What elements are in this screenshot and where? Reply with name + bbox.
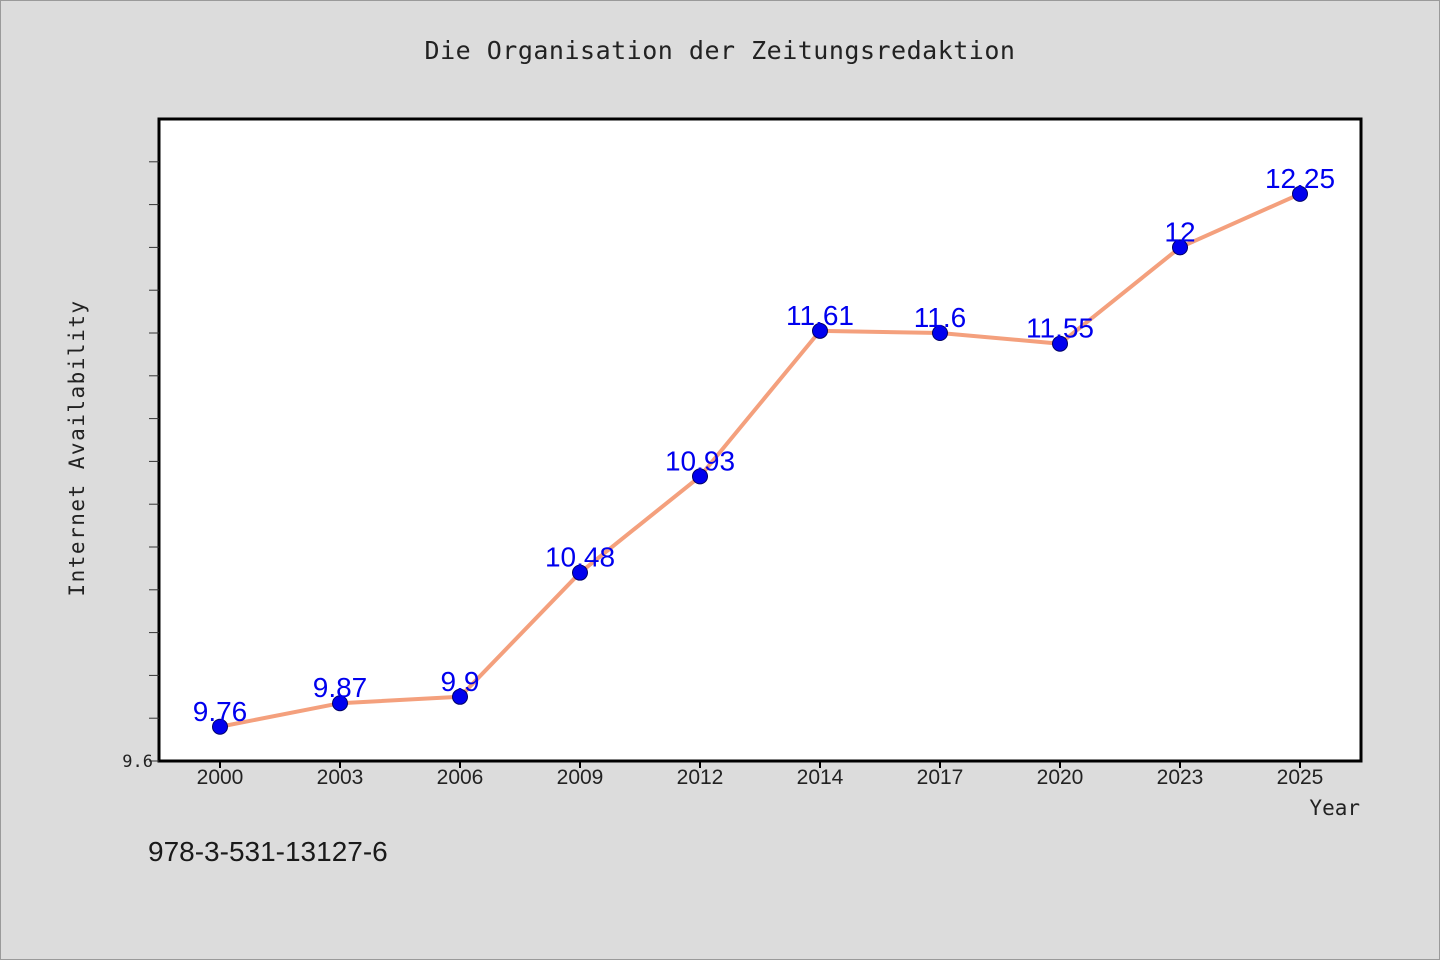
series-markers <box>212 185 1308 735</box>
data-label: 10.93 <box>665 445 735 476</box>
data-label: 12 <box>1164 216 1195 247</box>
y-axis-tick-labels: 9.6 <box>122 752 153 772</box>
isbn-text: 978-3-531-13127-6 <box>148 836 388 867</box>
data-label: 12.25 <box>1265 163 1335 194</box>
x-axis-label: Year <box>1309 796 1360 820</box>
data-label: 9.76 <box>193 696 248 727</box>
x-tick-label: 2000 <box>197 766 244 789</box>
y-tick-label: 9.6 <box>122 752 153 772</box>
x-tick-label: 2025 <box>1277 766 1324 789</box>
x-axis-ticks <box>219 761 1301 768</box>
x-tick-label: 2006 <box>437 766 484 789</box>
data-labels: 9.76 9.87 9.9 10.48 10.93 11.61 11.6 11.55 12 12.… <box>193 163 1335 727</box>
data-point <box>932 325 948 341</box>
x-tick-label: 2009 <box>557 766 604 789</box>
data-label: 11.6 <box>914 302 966 333</box>
data-point <box>212 718 228 735</box>
data-label: 9.9 <box>441 666 480 697</box>
data-label: 9.87 <box>313 672 368 703</box>
x-tick-label: 2020 <box>1037 766 1084 789</box>
x-tick-label: 2012 <box>677 766 724 789</box>
data-label: 11.55 <box>1026 313 1094 344</box>
data-point <box>572 564 588 581</box>
data-point <box>1052 335 1068 352</box>
data-point <box>1292 185 1308 202</box>
series-lines <box>218 191 1302 729</box>
data-point <box>812 322 828 339</box>
plot-area <box>157 117 1363 763</box>
data-point <box>692 468 708 485</box>
data-point <box>452 688 468 705</box>
y-axis-ticks <box>149 161 159 762</box>
x-tick-label: 2017 <box>917 766 964 789</box>
chart-title: Die Organisation der Zeitungsredaktion <box>424 36 1016 65</box>
series-line <box>218 191 1302 729</box>
x-tick-label: 2003 <box>317 766 364 789</box>
x-tick-label: 2023 <box>1157 766 1204 789</box>
data-label: 11.61 <box>786 300 854 331</box>
data-label: 10.48 <box>545 542 615 573</box>
x-axis-tick-labels: 2000 2003 2006 2009 2012 2014 2017 2020 2023 2025 <box>197 766 1324 789</box>
x-tick-label: 2014 <box>797 766 844 789</box>
data-point <box>1172 239 1188 256</box>
data-point <box>332 695 348 712</box>
